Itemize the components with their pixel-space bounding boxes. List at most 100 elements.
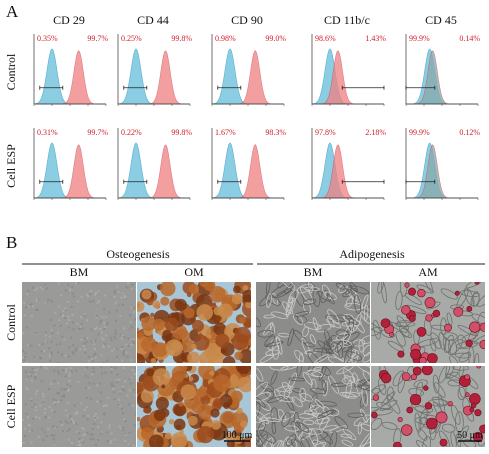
grain <box>34 373 37 376</box>
mineral <box>225 432 235 442</box>
grain <box>65 367 68 370</box>
grain <box>50 434 53 437</box>
grain <box>116 355 119 358</box>
grain <box>85 406 88 409</box>
grain <box>130 287 133 290</box>
lipid <box>464 374 471 380</box>
grain <box>82 344 85 347</box>
grain <box>115 379 118 382</box>
mineral <box>140 389 154 403</box>
grain <box>78 432 81 435</box>
mineral <box>240 420 248 428</box>
grain <box>104 334 107 337</box>
mineral <box>191 287 196 293</box>
mineral <box>199 282 210 288</box>
grain <box>65 322 68 325</box>
grain <box>114 337 117 340</box>
grain <box>22 331 25 334</box>
grain <box>134 394 136 397</box>
grain <box>77 443 80 446</box>
lipid <box>371 411 378 419</box>
cell <box>471 313 485 327</box>
grain <box>125 351 128 354</box>
grain <box>50 300 53 303</box>
grain <box>118 378 121 381</box>
cell <box>455 352 471 359</box>
grain <box>28 304 31 307</box>
grain <box>32 371 35 374</box>
grain <box>22 356 25 359</box>
grain <box>106 359 109 362</box>
cell <box>328 408 340 417</box>
grain <box>131 339 134 342</box>
grain <box>99 319 102 322</box>
cell <box>449 355 460 363</box>
grain <box>129 338 132 341</box>
cell <box>329 425 348 433</box>
grain <box>119 404 122 407</box>
grain <box>36 389 39 392</box>
marker-header: CD 44 <box>137 13 169 27</box>
lipid <box>412 366 422 376</box>
grain <box>84 314 87 317</box>
cell <box>281 412 291 428</box>
cell <box>371 321 382 334</box>
grain <box>99 400 102 403</box>
grain <box>68 428 71 431</box>
grain <box>64 307 67 310</box>
grain <box>119 392 122 395</box>
cell <box>309 404 320 411</box>
grain <box>78 437 81 440</box>
cell <box>434 382 446 398</box>
grain <box>123 389 126 392</box>
mineral <box>191 343 197 350</box>
grain <box>114 291 117 294</box>
mineral <box>152 300 161 309</box>
row-label: Cell ESP <box>4 144 18 188</box>
grain <box>131 369 134 372</box>
grain <box>90 358 93 361</box>
grain <box>61 335 64 338</box>
lipid <box>410 348 421 360</box>
grain <box>110 432 113 435</box>
grain <box>62 369 65 372</box>
cell <box>442 423 456 433</box>
grain <box>42 395 45 398</box>
grain <box>113 290 116 293</box>
mineral <box>161 384 166 389</box>
cell <box>265 341 284 347</box>
grain <box>79 444 82 447</box>
cell <box>415 440 431 447</box>
cell <box>298 428 312 441</box>
grain <box>128 377 131 380</box>
cell <box>307 351 321 363</box>
mineral <box>206 348 212 354</box>
grain <box>102 361 105 363</box>
grain <box>88 386 91 389</box>
cell <box>334 416 348 430</box>
mineral <box>193 335 210 351</box>
cell <box>457 334 468 349</box>
grain <box>134 413 136 416</box>
grain <box>24 306 27 309</box>
cell <box>347 412 365 418</box>
grain <box>41 400 44 403</box>
grain <box>32 286 35 289</box>
grain <box>94 352 97 355</box>
row-label: Control <box>4 53 18 90</box>
cell <box>271 439 283 447</box>
cell <box>309 393 318 414</box>
lipid <box>476 366 482 369</box>
grain <box>132 337 135 340</box>
mineral <box>213 374 231 393</box>
grain <box>33 356 36 359</box>
grain <box>120 347 123 350</box>
grain <box>93 418 96 421</box>
grain <box>57 400 60 403</box>
grain <box>107 396 110 399</box>
grain <box>94 293 97 296</box>
grain <box>87 377 90 380</box>
cell <box>451 405 461 425</box>
grain <box>50 340 53 343</box>
grain <box>97 426 100 429</box>
